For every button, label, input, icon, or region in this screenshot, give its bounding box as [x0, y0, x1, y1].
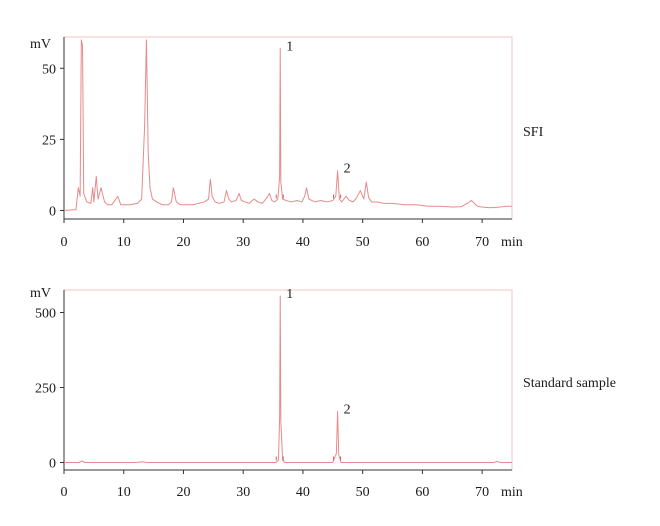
plot-frame — [63, 289, 513, 471]
x-tick-label: 50 — [356, 235, 370, 250]
x-tick-label: 10 — [117, 485, 131, 500]
x-tick-label: 20 — [176, 235, 190, 250]
plot-frame — [63, 36, 513, 220]
x-axis-label: min — [501, 485, 523, 500]
x-tick-label: 10 — [117, 235, 131, 250]
chromatogram-trace — [64, 295, 512, 463]
peak-label: 2 — [344, 403, 351, 418]
y-tick-label: 25 — [42, 133, 56, 148]
x-axis-label: min — [501, 235, 523, 250]
x-tick-label: 30 — [236, 485, 250, 500]
series-label: SFI — [523, 125, 544, 140]
y-tick-label: 250 — [35, 382, 56, 397]
x-tick-label: 70 — [475, 485, 489, 500]
x-tick-label: 30 — [236, 235, 250, 250]
peak-label: 1 — [286, 287, 293, 302]
x-tick-label: 60 — [415, 485, 429, 500]
y-tick-label: 500 — [35, 307, 56, 322]
x-tick-label: 60 — [415, 235, 429, 250]
y-tick-label: 50 — [42, 62, 56, 77]
x-tick-label: 20 — [176, 485, 190, 500]
peak-label: 1 — [286, 39, 293, 54]
x-tick-label: 40 — [296, 235, 310, 250]
y-tick-label: 0 — [49, 204, 56, 219]
x-tick-label: 40 — [296, 485, 310, 500]
chromatogram-trace — [63, 39, 512, 211]
series-label: Standard sample — [523, 376, 616, 391]
x-tick-label: 50 — [356, 485, 370, 500]
x-tick-label: 0 — [61, 235, 68, 250]
peak-label: 2 — [344, 162, 351, 177]
y-tick-label: 0 — [49, 457, 56, 472]
x-tick-label: 0 — [61, 485, 68, 500]
y-axis-label: mV — [30, 286, 51, 301]
x-tick-label: 70 — [475, 235, 489, 250]
y-axis-label: mV — [30, 37, 51, 52]
